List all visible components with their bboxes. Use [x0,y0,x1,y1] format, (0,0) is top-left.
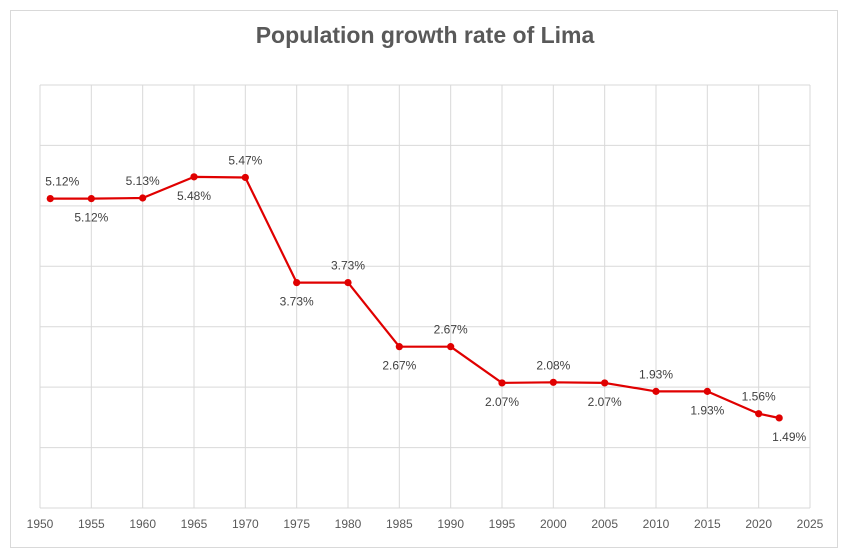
x-tick-label: 2015 [694,517,721,531]
x-tick-label: 1995 [489,517,516,531]
data-point [447,343,455,351]
x-tick-label: 2010 [643,517,670,531]
data-point [190,173,198,181]
series-population-growth [46,173,783,422]
chart-title: Population growth rate of Lima [255,22,595,48]
data-label: 5.12% [45,175,79,189]
data-label: 2.07% [485,395,519,409]
x-tick-label: 1975 [283,517,310,531]
chart-frame [10,10,838,548]
x-tick-label: 1985 [386,517,413,531]
data-label: 1.93% [690,403,724,417]
data-point [652,387,660,395]
data-point [755,410,763,418]
data-label: 1.49% [772,430,806,444]
data-point [344,279,352,287]
x-tick-label: 1955 [78,517,105,531]
x-tick-label: 2025 [797,517,824,531]
data-label: 1.93% [639,367,673,381]
x-axis-ticks: 1950 1955 1960 1965 1970 1975 1980 1985 1990 1995… [27,517,824,531]
x-tick-label: 1990 [437,517,464,531]
data-label: 3.73% [331,259,365,273]
gridlines [39,84,811,509]
data-label: 5.13% [126,174,160,188]
x-tick-label: 2000 [540,517,567,531]
data-label: 1.56% [742,390,776,404]
data-label: 2.07% [588,395,622,409]
data-point [87,195,95,203]
x-tick-label: 1950 [27,517,54,531]
x-tick-label: 1980 [335,517,362,531]
data-label: 2.67% [434,323,468,337]
data-point [293,279,301,287]
x-tick-label: 2005 [591,517,618,531]
data-point [601,379,609,387]
data-label: 5.12% [74,211,108,225]
data-point [139,194,147,202]
x-tick-label: 2020 [745,517,772,531]
data-label: 3.73% [280,295,314,309]
x-tick-label: 1970 [232,517,259,531]
data-label: 2.08% [536,358,570,372]
x-tick-label: 1960 [129,517,156,531]
data-point [46,195,54,203]
series-line [50,175,780,420]
data-point [498,379,506,387]
data-point [775,414,783,422]
x-tick-label: 1965 [181,517,208,531]
data-label: 5.47% [228,153,262,167]
data-label: 5.48% [177,189,211,203]
data-label: 2.67% [382,359,416,373]
data-point [395,343,403,351]
data-labels: 5.12% 5.12% 5.13% 5.48% 5.47% 3.73% 3.73% 2.67%… [45,153,806,444]
data-point [703,387,711,395]
data-point [241,173,249,182]
data-point [549,378,557,386]
